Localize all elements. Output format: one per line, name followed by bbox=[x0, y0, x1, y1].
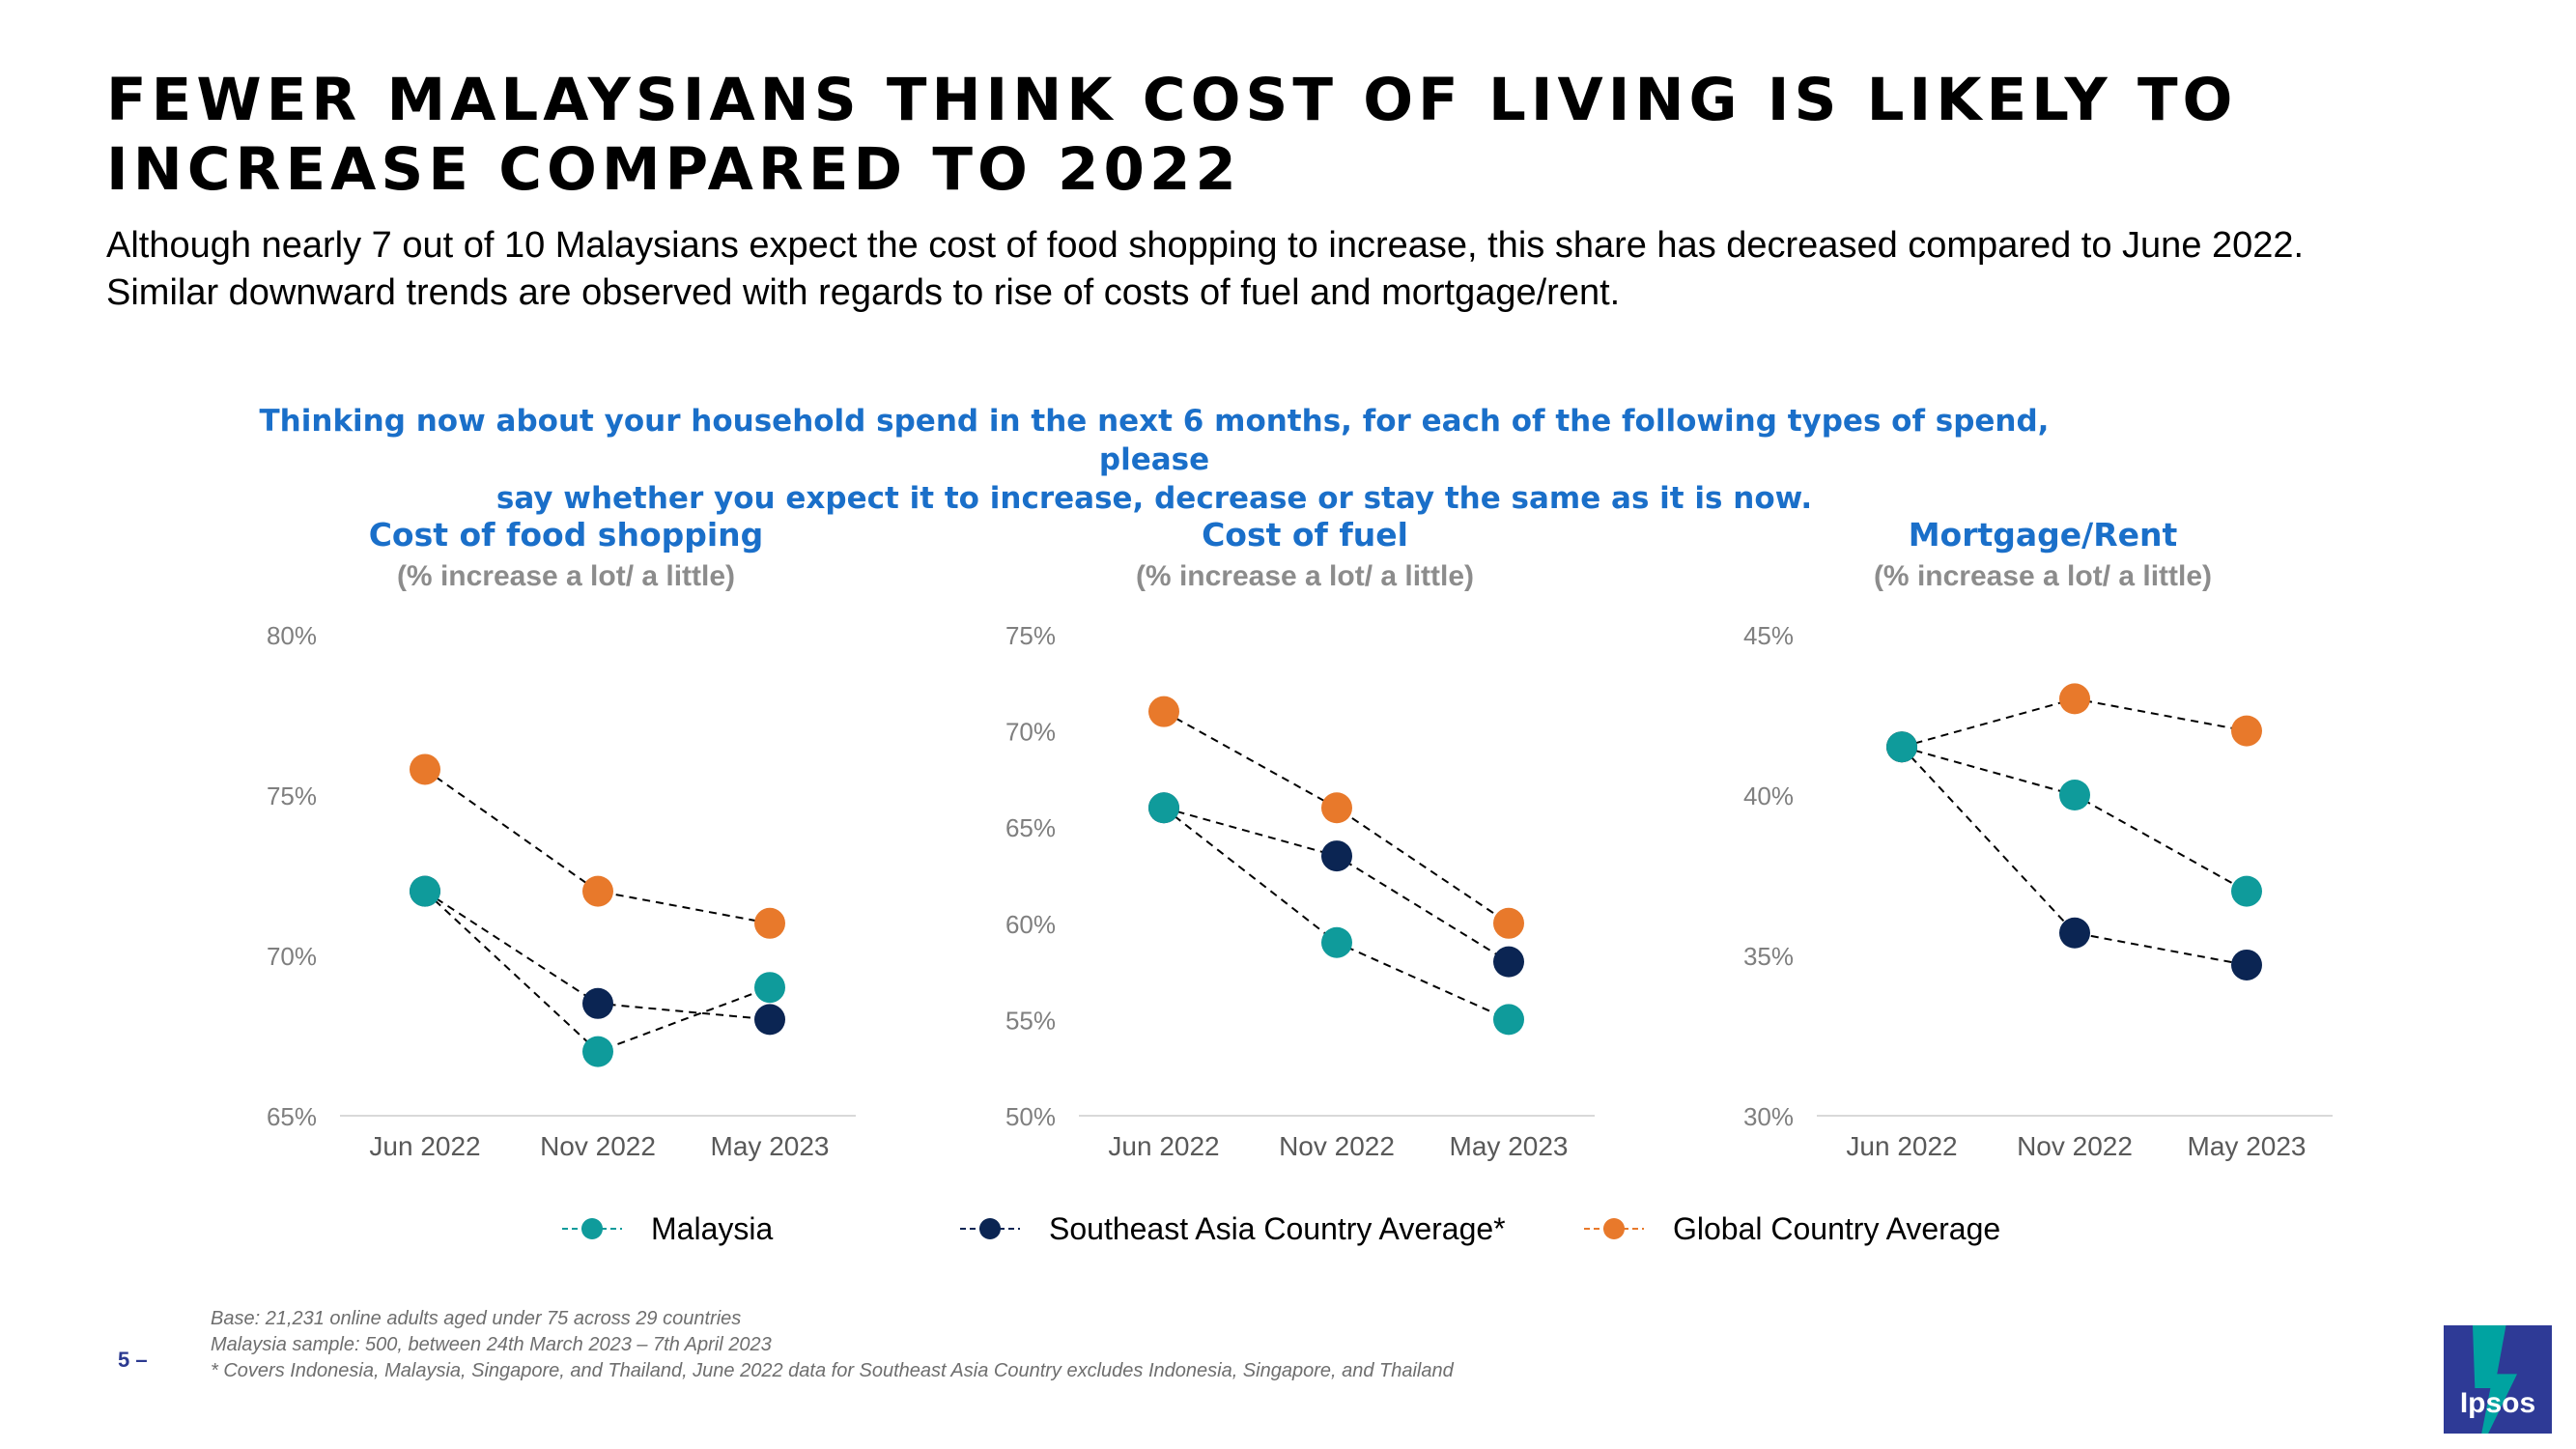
y-tick-label: 75% bbox=[267, 781, 317, 810]
legend-label-sea: Southeast Asia Country Average* bbox=[1049, 1210, 1506, 1246]
point-global bbox=[582, 875, 613, 907]
legend-item-global: Global Country Average bbox=[1584, 1208, 2000, 1250]
point-global bbox=[1148, 696, 1179, 727]
survey-question: Thinking now about your household spend … bbox=[241, 402, 2067, 518]
y-tick-label: 30% bbox=[1743, 1102, 1794, 1131]
y-tick-label: 60% bbox=[1005, 910, 1056, 939]
point-malaysia bbox=[754, 972, 785, 1004]
point-global bbox=[2059, 683, 2090, 715]
chart-subtitle-food: (% increase a lot/ a little) bbox=[396, 560, 736, 592]
chart-mortgage: 30% 35% 40% 45% Jun 2022 Nov 2022 May 2023 bbox=[1743, 621, 2333, 1161]
x-tick-label: Nov 2022 bbox=[540, 1131, 656, 1161]
logo-text: Ipsos bbox=[2459, 1387, 2536, 1419]
chart-food: 65% 70% 75% 80% Jun 2022 Nov 2022 May 2023 bbox=[267, 621, 856, 1161]
x-tick-label: Jun 2022 bbox=[369, 1131, 480, 1161]
footnote-base: Base: 21,231 online adults aged under 75… bbox=[211, 1308, 742, 1329]
y-tick-label: 65% bbox=[1005, 813, 1056, 842]
x-tick-label: Nov 2022 bbox=[1279, 1131, 1395, 1161]
series-line-sea bbox=[1901, 746, 2248, 966]
footnote-coverage: * Covers Indonesia, Malaysia, Singapore,… bbox=[211, 1360, 1454, 1381]
point-malaysia bbox=[410, 875, 440, 907]
point-malaysia bbox=[1321, 926, 1352, 958]
y-tick-label: 70% bbox=[267, 942, 317, 971]
chart-title-mortgage: Mortgage/Rent bbox=[1908, 516, 2178, 554]
point-sea bbox=[2231, 949, 2262, 980]
legend-label-global: Global Country Average bbox=[1673, 1210, 2001, 1246]
legend-label-malaysia: Malaysia bbox=[651, 1210, 774, 1246]
point-malaysia bbox=[582, 1036, 613, 1067]
point-malaysia bbox=[1886, 731, 1917, 763]
point-malaysia bbox=[1493, 1004, 1524, 1036]
point-sea bbox=[754, 1004, 785, 1036]
y-tick-label: 35% bbox=[1743, 942, 1794, 971]
point-malaysia bbox=[2059, 780, 2090, 810]
page-number: 5 – bbox=[118, 1348, 148, 1372]
series-line-global bbox=[424, 768, 771, 924]
point-sea bbox=[2059, 917, 2090, 949]
y-tick-label: 40% bbox=[1743, 781, 1794, 810]
point-global bbox=[1321, 792, 1352, 824]
point-malaysia bbox=[1148, 792, 1179, 824]
y-tick-label: 50% bbox=[1005, 1102, 1056, 1131]
y-tick-label: 70% bbox=[1005, 718, 1056, 747]
legend-item-sea: Southeast Asia Country Average* bbox=[960, 1208, 1506, 1250]
point-malaysia bbox=[2231, 875, 2262, 907]
point-global bbox=[2231, 715, 2262, 747]
legend-item-malaysia: Malaysia bbox=[562, 1208, 773, 1250]
page-subtitle: Although nearly 7 out of 10 Malaysians e… bbox=[106, 222, 2473, 317]
page-title: FEWER MALAYSIANS THINK COST OF LIVING IS… bbox=[106, 66, 2238, 204]
legend-marker-global bbox=[1584, 1218, 1644, 1239]
point-global bbox=[754, 907, 785, 939]
ipsos-logo: Ipsos bbox=[2444, 1325, 2552, 1434]
y-tick-label: 65% bbox=[267, 1102, 317, 1131]
chart-subtitle-mortgage: (% increase a lot/ a little) bbox=[1873, 560, 2213, 592]
x-tick-label: Jun 2022 bbox=[1108, 1131, 1219, 1161]
chart-subtitle-fuel: (% increase a lot/ a little) bbox=[1135, 560, 1475, 592]
chart-title-fuel: Cost of fuel bbox=[1202, 516, 1408, 554]
charts-area: 65%70%75%80%Jun 2022 Nov 2022 May 202350%5… bbox=[267, 621, 2333, 1161]
point-sea bbox=[1321, 840, 1352, 872]
point-global bbox=[1493, 907, 1524, 939]
subtitle-line-2: Similar downward trends are observed wit… bbox=[106, 272, 1621, 313]
chart-fuel: 50% 55% 60% 65% 70% 75% Jun 2022 Nov 2022 May 20… bbox=[1005, 621, 1595, 1161]
series-line-malaysia bbox=[1163, 807, 1510, 1021]
chart-title-food: Cost of food shopping bbox=[368, 516, 764, 554]
y-tick-label: 75% bbox=[1005, 621, 1056, 650]
subtitle-line-1: Although nearly 7 out of 10 Malaysians e… bbox=[106, 225, 2305, 266]
series-line-malaysia bbox=[1901, 746, 2248, 893]
y-tick-label: 45% bbox=[1743, 621, 1794, 650]
y-tick-label: 80% bbox=[267, 621, 317, 650]
point-global bbox=[410, 753, 440, 785]
y-tick-label: 55% bbox=[1005, 1006, 1056, 1035]
x-tick-label: May 2023 bbox=[711, 1131, 830, 1161]
point-sea bbox=[1493, 946, 1524, 978]
footnotes: Base: 21,231 online adults aged under 75… bbox=[211, 1306, 1454, 1384]
x-tick-label: May 2023 bbox=[1450, 1131, 1569, 1161]
question-line-2: say whether you expect it to increase, d… bbox=[495, 481, 1813, 516]
x-tick-label: Nov 2022 bbox=[2017, 1131, 2133, 1161]
series-line-malaysia bbox=[424, 890, 771, 1053]
question-line-1: Thinking now about your household spend … bbox=[259, 404, 2050, 477]
x-tick-label: Jun 2022 bbox=[1846, 1131, 1957, 1161]
x-tick-label: May 2023 bbox=[2188, 1131, 2307, 1161]
legend-marker-malaysia bbox=[562, 1218, 622, 1239]
legend-marker-sea bbox=[960, 1218, 1020, 1239]
footnote-sample: Malaysia sample: 500, between 24th March… bbox=[211, 1334, 772, 1355]
point-sea bbox=[582, 987, 613, 1019]
